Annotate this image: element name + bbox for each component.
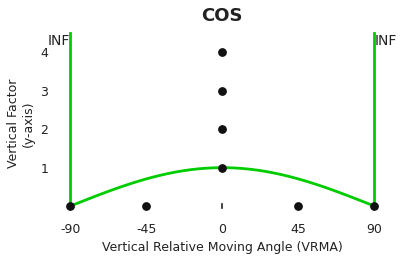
Y-axis label: Vertical Factor
(y-axis): Vertical Factor (y-axis)	[7, 79, 35, 168]
Text: INF: INF	[375, 34, 397, 48]
Point	[67, 204, 73, 208]
Point	[143, 204, 149, 208]
Point	[219, 50, 226, 55]
Point	[295, 204, 302, 208]
Point	[219, 127, 226, 131]
X-axis label: Vertical Relative Moving Angle (VRMA): Vertical Relative Moving Angle (VRMA)	[102, 241, 343, 254]
Point	[219, 89, 226, 93]
Point	[219, 165, 226, 170]
Point	[371, 204, 378, 208]
Title: COS: COS	[202, 7, 243, 25]
Text: INF: INF	[48, 34, 70, 48]
